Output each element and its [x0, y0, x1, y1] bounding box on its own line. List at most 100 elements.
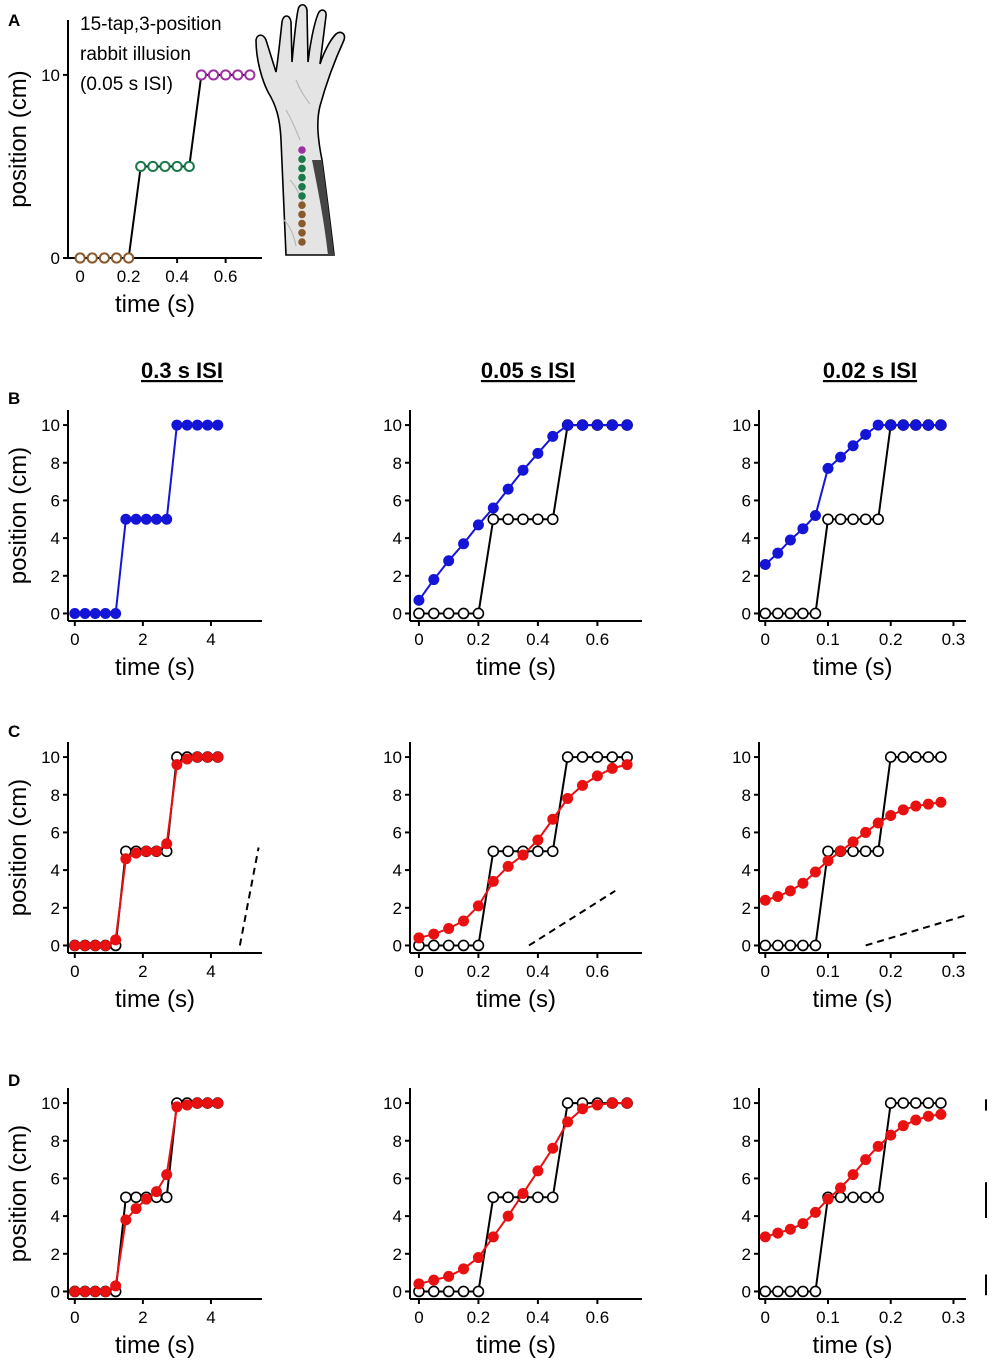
data-point-perceived [502, 483, 514, 495]
y-tick-label: 0 [742, 1282, 751, 1301]
y-tick-label: 4 [393, 1207, 402, 1226]
data-point-perceived [797, 523, 809, 535]
data-point-perceived [872, 419, 884, 431]
tap-site-dot [298, 192, 306, 200]
panel-label-c: C [8, 722, 20, 741]
data-point-model [910, 800, 922, 812]
data-point-model [772, 1227, 784, 1239]
data-point-stimulus [847, 845, 859, 858]
panel-label-b: B [8, 389, 20, 408]
x-tick-label: 0 [414, 630, 423, 649]
data-point-stimulus [922, 751, 935, 763]
data-point-model [191, 1097, 203, 1109]
data-point-model [606, 1097, 618, 1109]
data-point-perceived [517, 464, 529, 476]
y-tick-label: 10 [41, 748, 60, 767]
panel-label-a: A [8, 11, 20, 30]
data-point-model [487, 1231, 499, 1243]
x-tick-label: 4 [206, 1308, 215, 1327]
data-point-model [428, 1274, 440, 1286]
data-point-stimulus [809, 607, 822, 620]
x-axis-label: time (s) [813, 654, 893, 681]
dashed-reference-line [238, 847, 260, 946]
y-tick-label: 8 [51, 454, 60, 473]
data-point-stimulus [74, 252, 86, 264]
data-point-stimulus [847, 1191, 859, 1204]
data-point-perceived [809, 510, 821, 521]
tap-site-dot [298, 238, 306, 246]
y-tick-label: 8 [742, 1132, 751, 1151]
y-tick-label: 4 [742, 861, 751, 880]
chart-b1: 0 2 4 6 8 10 0 2 4 time (s) position (cm) [5, 410, 262, 681]
data-point-perceived [69, 607, 81, 619]
series-line-perceived [418, 424, 628, 601]
data-point-perceived [922, 419, 934, 431]
data-point-perceived [885, 419, 897, 431]
y-tick-label: 2 [393, 567, 402, 586]
x-axis-label: time (s) [476, 1332, 556, 1359]
data-point-stimulus [935, 1097, 947, 1109]
data-point-stimulus [606, 751, 619, 763]
chart-c3: 0 2 4 6 8 10 0 0.1 0.2 0.3 time (s) [732, 742, 967, 1013]
y-tick-label: 8 [742, 786, 751, 805]
x-tick-label: 0 [761, 630, 770, 649]
data-point-stimulus [457, 607, 470, 620]
x-tick-label: 0 [414, 1308, 423, 1327]
data-point-model [443, 923, 455, 935]
y-tick-label: 10 [383, 1094, 402, 1113]
data-point-model [835, 1182, 847, 1194]
data-point-stimulus [834, 513, 847, 526]
x-tick-label: 0.1 [816, 630, 840, 649]
data-point-model [532, 834, 544, 846]
data-point-perceived [212, 419, 224, 431]
y-tick-label: 0 [51, 249, 60, 268]
x-tick-label: 0.4 [526, 630, 550, 649]
data-point-model [809, 866, 821, 878]
data-point-model [110, 934, 122, 946]
data-point-model [502, 1210, 514, 1222]
x-tick-label: 0 [761, 1308, 770, 1327]
y-tick-label: 4 [393, 861, 402, 880]
data-point-stimulus [135, 160, 147, 173]
data-point-stimulus [884, 1097, 897, 1109]
x-tick-label: 0.6 [586, 1308, 610, 1327]
x-tick-label: 2 [138, 1308, 147, 1327]
data-point-perceived [443, 555, 455, 567]
data-point-stimulus [207, 69, 220, 81]
x-tick-label: 0.2 [467, 630, 491, 649]
data-point-stimulus [427, 1285, 440, 1298]
data-point-model [784, 885, 796, 897]
x-tick-label: 0.4 [526, 962, 550, 981]
data-point-model [860, 1154, 872, 1166]
y-axis-label: position (cm) [5, 70, 32, 207]
y-tick-label: 0 [51, 1282, 60, 1301]
tap-site-dot [298, 210, 306, 219]
data-point-stimulus [910, 1097, 922, 1109]
y-tick-label: 10 [383, 416, 402, 435]
data-point-model [935, 1108, 947, 1120]
data-point-perceived [181, 419, 193, 431]
data-point-model [181, 753, 193, 765]
forearm-shadow [312, 160, 334, 255]
data-point-stimulus [546, 845, 559, 858]
y-tick-label: 2 [393, 1245, 402, 1264]
tap-site-dot [298, 155, 306, 163]
data-point-model [69, 1285, 81, 1297]
data-point-stimulus [922, 1097, 935, 1109]
panel-label-d: D [8, 1071, 20, 1090]
y-tick-label: 2 [51, 1245, 60, 1264]
data-point-stimulus [759, 1285, 772, 1298]
data-point-perceived [591, 419, 603, 431]
column-header-0-05s: 0.05 s ISI [481, 358, 575, 383]
data-point-model [517, 1188, 529, 1199]
data-point-stimulus [561, 751, 574, 763]
data-point-perceived [860, 428, 872, 440]
data-point-stimulus [487, 1191, 500, 1204]
data-point-model [428, 928, 440, 940]
y-tick-label: 8 [742, 454, 751, 473]
data-point-stimulus [809, 1285, 822, 1298]
data-point-model [130, 847, 142, 859]
data-point-model [759, 894, 771, 906]
data-point-perceived [910, 419, 922, 431]
charts: 0 10 0 0.2 0.4 0.6 time (s) position (cm) 0 2 4 6 8 1… [5, 20, 987, 1359]
